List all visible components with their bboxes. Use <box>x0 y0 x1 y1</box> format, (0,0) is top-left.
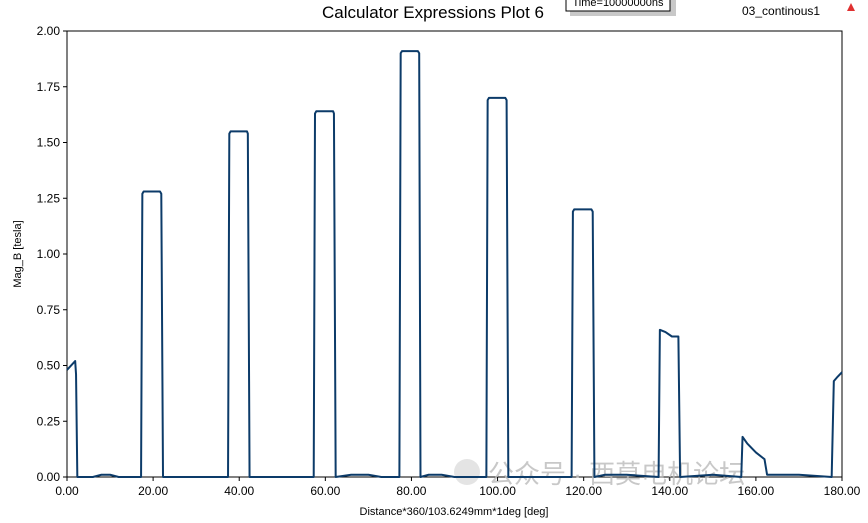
y-tick-label: 1.50 <box>37 136 61 150</box>
legend-label: 03_continous1 <box>742 4 820 18</box>
x-tick-label: 80.00 <box>396 484 426 498</box>
x-tick-label: 100.00 <box>479 484 516 498</box>
legend-marker <box>847 3 855 11</box>
x-tick-label: 40.00 <box>224 484 254 498</box>
y-tick-label: 0.50 <box>37 359 61 373</box>
watermark-icon <box>454 459 480 485</box>
x-tick-label: 20.00 <box>138 484 168 498</box>
x-tick-label: 180.00 <box>824 484 861 498</box>
annotation: Time=10000000ns <box>572 0 664 9</box>
x-tick-label: 160.00 <box>738 484 775 498</box>
y-tick-label: 1.00 <box>37 247 61 261</box>
y-tick-label: 1.75 <box>37 80 61 94</box>
x-tick-label: 0.00 <box>55 484 79 498</box>
x-tick-label: 60.00 <box>310 484 340 498</box>
plot-frame <box>66 30 843 478</box>
x-tick-label: 140.00 <box>651 484 688 498</box>
y-tick-label: 1.25 <box>37 191 61 205</box>
y-tick-label: 0.00 <box>37 470 61 484</box>
data-line <box>66 50 843 478</box>
chart-title: Calculator Expressions Plot 6 <box>322 3 544 22</box>
x-tick-label: 120.00 <box>565 484 602 498</box>
y-tick-label: 2.00 <box>37 24 61 38</box>
x-axis-label: Distance*360/103.6249mm*1deg [deg] <box>360 506 549 518</box>
y-tick-label: 0.25 <box>37 414 61 428</box>
y-tick-label: 0.75 <box>37 303 61 317</box>
annotation-box <box>565 0 671 12</box>
y-axis-label: Mag_B [tesla] <box>12 220 24 287</box>
